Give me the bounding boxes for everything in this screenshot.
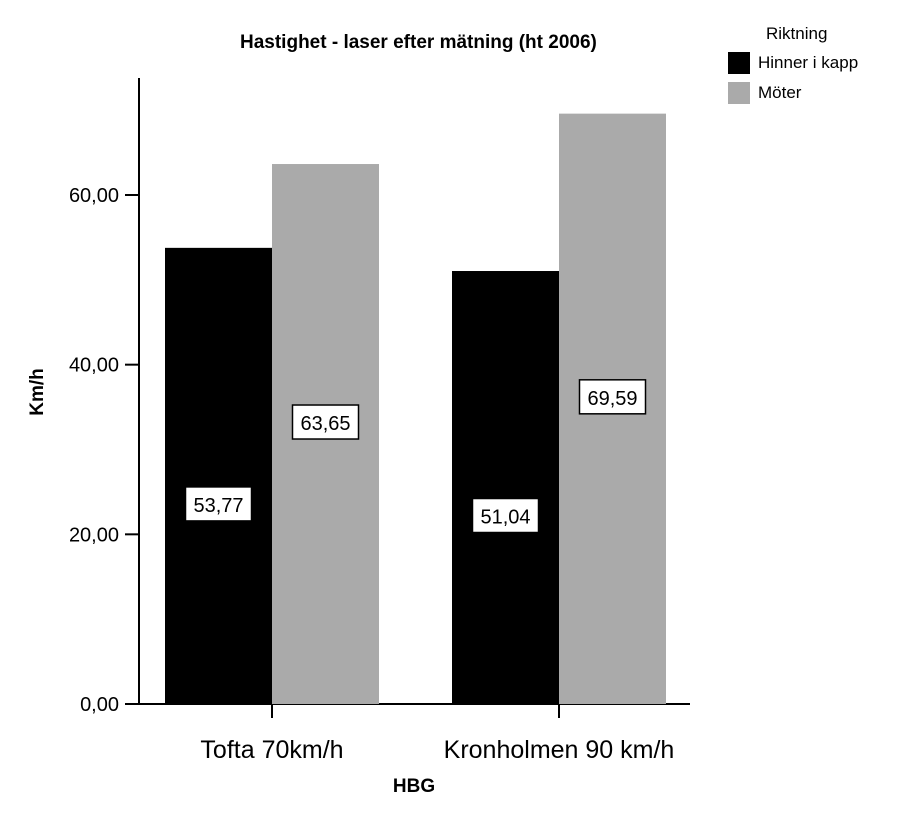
- data-label: 63,65: [300, 413, 350, 435]
- data-label-box: [471, 497, 540, 534]
- data-label-box: [184, 486, 253, 522]
- y-tick-label: 60,00: [69, 185, 119, 207]
- y-tick-label: 20,00: [69, 524, 119, 546]
- data-label-box: [578, 379, 647, 415]
- y-tick-label: 0,00: [80, 694, 119, 716]
- data-label: 53,77: [193, 495, 243, 517]
- legend-label-hinner-i-kapp: Hinner i kapp: [758, 53, 859, 72]
- chart-title: Hastighet - laser efter mätning (ht 2006…: [240, 32, 597, 53]
- legend-item-hinner-i-kapp: Hinner i kapp: [728, 48, 858, 78]
- x-axis-title: HBG: [393, 776, 435, 797]
- y-tick-label: 40,00: [69, 355, 119, 377]
- data-label: 51,04: [480, 507, 530, 529]
- x-tick-label: Kronholmen 90 km/h: [444, 736, 675, 764]
- legend-title: Riktning: [766, 24, 828, 43]
- bar-hinner-i-kapp: [165, 247, 272, 704]
- x-tick-label: Tofta 70km/h: [200, 736, 343, 764]
- data-label: 69,59: [587, 388, 637, 410]
- data-label-box: [291, 404, 360, 440]
- legend: Riktning Hinner i kapp Möter: [728, 24, 858, 108]
- legend-swatch-hinner-i-kapp: [728, 52, 750, 74]
- legend-label-moter: Möter: [758, 83, 802, 102]
- y-axis-title: Km/h: [27, 368, 48, 416]
- legend-item-moter: Möter: [728, 78, 858, 108]
- bar-hinner-i-kapp: [452, 271, 559, 704]
- legend-swatch-moter: [728, 82, 750, 104]
